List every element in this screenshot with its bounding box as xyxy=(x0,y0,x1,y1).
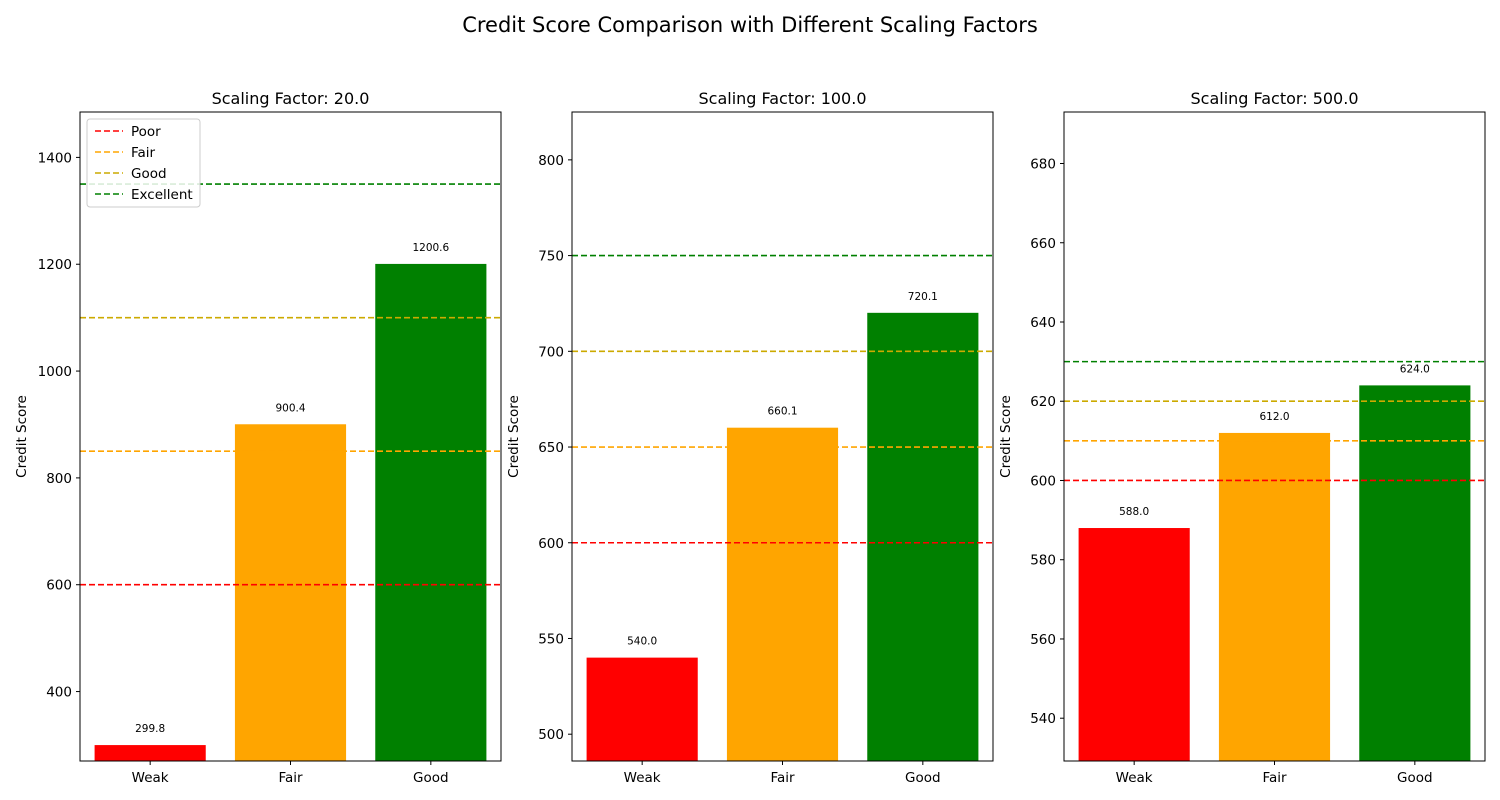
bar-value-label: 660.1 xyxy=(767,406,797,418)
y-axis-label: Credit Score xyxy=(506,395,522,478)
y-tick-label: 400 xyxy=(46,685,72,701)
y-tick-label: 800 xyxy=(538,153,564,169)
y-tick-label: 700 xyxy=(538,344,564,360)
subplot-title: Scaling Factor: 100.0 xyxy=(698,89,866,108)
bar-weak xyxy=(586,657,698,761)
y-tick-label: 500 xyxy=(538,727,564,743)
x-tick-label: Weak xyxy=(624,770,661,786)
y-axis-label: Credit Score xyxy=(14,395,30,478)
legend-label-poor: Poor xyxy=(131,124,161,140)
y-axis-label: Credit Score xyxy=(998,395,1014,478)
subplot-1: Scaling Factor: 20.0 299.8 900.4 1200.6 400 6… xyxy=(14,89,502,786)
bar-good xyxy=(867,312,979,761)
bar-weak xyxy=(94,745,206,761)
x-tick-label: Good xyxy=(905,770,941,786)
bar-fair xyxy=(726,427,839,761)
y-tick-label: 800 xyxy=(46,471,72,487)
bar-value-label: 900.4 xyxy=(275,402,305,414)
bar-value-label: 540.0 xyxy=(627,636,657,648)
y-tick-label: 660 xyxy=(1030,236,1056,252)
y-tick-label: 580 xyxy=(1030,553,1056,569)
bar-fair xyxy=(234,424,347,761)
subplot-title: Scaling Factor: 20.0 xyxy=(212,89,370,108)
bar-fair xyxy=(1218,432,1331,761)
y-tick-label: 750 xyxy=(538,249,564,265)
bar-good xyxy=(375,263,487,761)
x-tick-label: Fair xyxy=(1262,770,1287,786)
bar-value-label: 720.1 xyxy=(908,291,938,303)
x-tick-label: Fair xyxy=(278,770,303,786)
bar-value-label: 612.0 xyxy=(1259,411,1289,423)
subplot-2: Scaling Factor: 100.0 540.0 660.1 720.1 500 5… xyxy=(506,89,994,786)
legend-label-fair: Fair xyxy=(131,145,156,161)
x-tick-label: Weak xyxy=(1116,770,1153,786)
y-tick-label: 1400 xyxy=(38,150,72,166)
bar-value-label: 1200.6 xyxy=(412,242,449,254)
x-tick-label: Weak xyxy=(132,770,169,786)
bar-value-label: 624.0 xyxy=(1400,363,1430,375)
y-tick-label: 620 xyxy=(1030,394,1056,410)
y-tick-label: 600 xyxy=(1030,473,1056,489)
y-tick-label: 640 xyxy=(1030,315,1056,331)
bar-value-label: 299.8 xyxy=(135,723,165,735)
x-tick-label: Fair xyxy=(770,770,795,786)
y-tick-label: 600 xyxy=(46,578,72,594)
x-tick-label: Good xyxy=(413,770,449,786)
y-tick-label: 680 xyxy=(1030,157,1056,173)
y-tick-label: 540 xyxy=(1030,711,1056,727)
subplot-3: Scaling Factor: 500.0 588.0 612.0 624.0 540 5… xyxy=(998,89,1486,786)
bar-value-label: 588.0 xyxy=(1119,506,1149,518)
bar-good xyxy=(1359,385,1471,761)
legend-label-good: Good xyxy=(131,166,167,182)
x-tick-label: Good xyxy=(1397,770,1433,786)
y-tick-label: 560 xyxy=(1030,632,1056,648)
y-tick-label: 600 xyxy=(538,536,564,552)
y-tick-label: 650 xyxy=(538,440,564,456)
bar-weak xyxy=(1078,528,1190,761)
y-tick-label: 1000 xyxy=(38,364,72,380)
legend: Poor Fair Good Excellent xyxy=(86,118,201,208)
subplot-title: Scaling Factor: 500.0 xyxy=(1190,89,1358,108)
legend-box xyxy=(86,118,201,208)
legend-label-excellent: Excellent xyxy=(131,187,193,203)
chart-suptitle: Credit Score Comparison with Different S… xyxy=(462,13,1038,37)
y-tick-label: 1200 xyxy=(38,257,72,273)
y-tick-label: 550 xyxy=(538,631,564,647)
